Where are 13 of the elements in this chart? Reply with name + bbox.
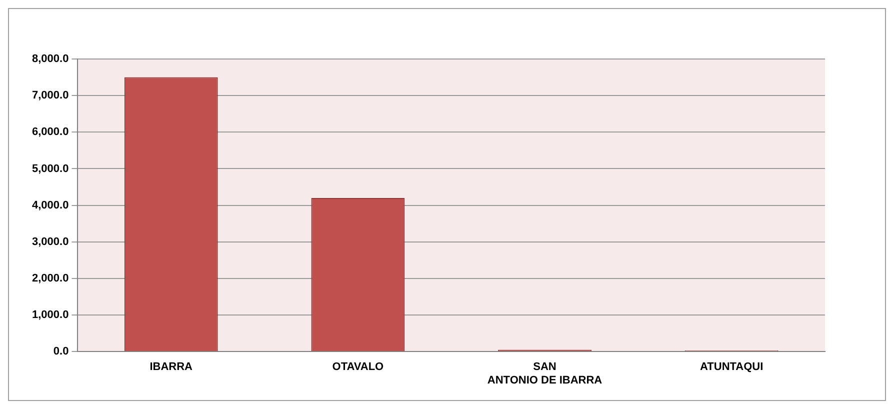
- y-tick-label: 5,000.0: [32, 162, 69, 175]
- y-tick-label: 4,000.0: [32, 199, 69, 212]
- y-tick-label: 6,000.0: [32, 126, 69, 138]
- y-tick-label: 1,000.0: [32, 309, 69, 322]
- y-tick-label: 0.0: [53, 346, 69, 358]
- y-tick-label: 3,000.0: [32, 236, 69, 248]
- x-tick-label: ATUNTAQUI: [700, 361, 764, 374]
- y-tick-label: 8,000.0: [32, 53, 69, 66]
- y-tick-label: 2,000.0: [32, 272, 69, 284]
- x-tick-label: SAN ANTONIO DE IBARRA: [487, 361, 602, 386]
- y-tick-label: 7,000.0: [32, 90, 69, 102]
- x-tick-label: IBARRA: [150, 361, 193, 374]
- x-tick-label: OTAVALO: [332, 361, 384, 374]
